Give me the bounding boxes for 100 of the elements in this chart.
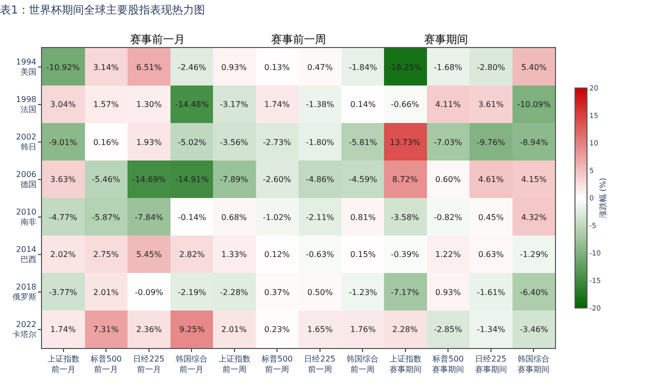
data-label: 2.01% [93,288,120,297]
data-label: 1.76% [350,324,376,334]
data-label: -1.84% [348,62,378,72]
data-label: 13.73% [390,138,421,147]
x-tick-label: 标普500前一月 [89,354,122,374]
data-label: 1.30% [136,100,162,109]
y-tick-label: 2018 俄罗斯 [12,282,36,302]
data-label: 1.33% [221,250,248,259]
data-label: -3.77% [48,288,78,297]
data-label: 0.50% [307,288,334,297]
data-label: 2.28% [392,324,418,334]
data-label: -14.69% [132,174,166,184]
data-label: -2.28% [220,288,249,297]
data-label: 0.93% [435,288,462,297]
data-label: -0.39% [390,250,420,259]
x-tick-label: 韩国综合前一周 [346,354,379,374]
data-label: -3.56% [220,138,249,147]
data-label: 0.12% [264,250,290,259]
data-label: -6.40% [520,288,549,297]
data-label: 0.23% [264,324,290,334]
data-label: -1.23% [348,288,378,297]
data-label: -7.84% [134,212,164,222]
data-label: 1.93% [136,138,162,147]
data-label: -2.11% [306,212,335,222]
data-label: 3.61% [478,100,504,109]
data-label: 9.25% [179,324,206,334]
data-label: 0.68% [221,212,248,222]
data-label: -7.17% [390,288,420,297]
data-label: 3.04% [50,100,76,109]
data-label: -14.48% [175,100,210,109]
data-label: 0.37% [264,288,290,297]
data-label: 1.74% [264,100,290,109]
data-label: -3.58% [390,212,420,222]
data-label: 1.57% [93,100,120,109]
data-label: 7.31% [93,324,120,334]
data-label: 0.16% [93,138,120,147]
data-label: -0.14% [178,212,207,222]
data-label: -14.91% [175,174,210,184]
y-tick-label: 1994 美国 [16,57,36,77]
data-label: -1.68% [434,62,463,72]
data-label: 3.63% [50,174,76,184]
data-label: -10.09% [517,100,552,109]
data-label: 0.14% [350,100,376,109]
data-label: -2.85% [434,324,463,334]
data-label: -18.25% [388,62,422,72]
data-label: 4.61% [478,174,504,184]
data-label: -2.60% [262,174,292,184]
data-label: 0.93% [221,62,248,72]
y-tick-label: 2014 巴西 [16,244,36,264]
data-label: 1.22% [435,250,462,259]
text: 赛事前一周 [271,33,326,46]
data-label: -7.89% [220,174,249,184]
y-tick-label: 2002 韩日 [16,132,36,152]
x-tick-label: 上证指数前一周 [218,354,250,374]
x-tick-label: 日经225前一周 [304,354,336,374]
y-tick-label: 2010 南非 [16,207,36,227]
data-label: 2.02% [50,250,76,259]
data-label: -4.86% [306,174,335,184]
data-label: 0.13% [264,62,290,72]
y-tick-label: 2022 卡塔尔 [12,320,36,340]
data-label: -9.01% [48,138,78,147]
data-label: 0.81% [350,212,376,222]
x-tick-label: 上证指数前一月 [47,354,80,374]
data-label: -0.09% [134,288,164,297]
data-label: -0.66% [390,100,420,109]
data-label: 0.47% [307,62,334,72]
data-label: -4.77% [48,212,78,222]
data-label: -1.38% [306,100,335,109]
data-label: -5.81% [348,138,378,147]
data-label: -10.92% [46,62,80,72]
data-label: 0.63% [478,250,504,259]
data-label: -5.46% [92,174,121,184]
data-label: -7.03% [434,138,463,147]
data-label: 4.11% [435,100,462,109]
data-label: -2.46% [178,62,207,72]
data-label: -5.87% [92,212,121,222]
data-label: -1.02% [262,212,292,222]
data-label: 3.14% [93,62,120,72]
data-label: -2.19% [178,288,207,297]
data-label: 2.01% [221,324,248,334]
data-label: -1.29% [520,250,549,259]
data-label: -1.61% [476,288,506,297]
data-label: 4.32% [521,212,548,222]
y-tick-label: 1998 法国 [16,94,36,114]
x-tick-label: 标普500赛事期间 [431,354,464,374]
data-label: -1.34% [476,324,506,334]
data-label: 2.36% [136,324,162,334]
data-label: -9.76% [476,138,506,147]
data-label: -8.94% [520,138,549,147]
data-label: 6.51% [136,62,162,72]
data-label: 4.15% [521,174,548,184]
x-tick-label: 韩国综合前一月 [176,354,208,374]
data-label: 2.82% [179,250,206,259]
data-label: 8.72% [392,174,418,184]
color-bar-title: 涨跌幅 (%) [598,178,608,218]
data-label: -2.73% [262,138,292,147]
x-tick-label: 上证指数赛事期间 [389,354,422,374]
data-label: -2.80% [476,62,506,72]
data-label: 2.75% [93,250,120,259]
data-label: 5.45% [136,250,162,259]
